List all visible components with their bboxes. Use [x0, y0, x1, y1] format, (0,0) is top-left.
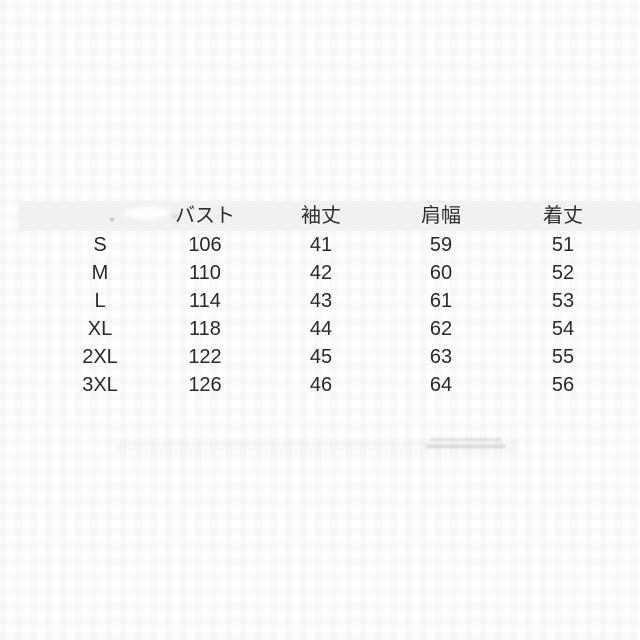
cell-size: L — [94, 290, 106, 312]
cell-sleeve: 46 — [309, 374, 333, 396]
cell-shoulder: 59 — [429, 234, 453, 256]
cell-sleeve: 44 — [309, 318, 333, 340]
cell-sleeve: 43 — [309, 290, 333, 312]
header-cell-blank — [18, 201, 180, 231]
watermark-faint-band — [115, 442, 520, 452]
table-row: M 110 42 60 52 — [18, 259, 640, 287]
size-chart-table: バスト 袖丈 肩幅 着丈 S 106 41 59 51 M 110 42 60 … — [18, 201, 640, 399]
cell-shoulder: 63 — [429, 346, 453, 368]
cell-length: 54 — [551, 318, 575, 340]
cell-shoulder: 62 — [429, 318, 453, 340]
cell-size: XL — [87, 318, 113, 340]
cell-size: 2XL — [82, 346, 118, 368]
watermark-dash — [430, 438, 502, 441]
cell-sleeve: 45 — [309, 346, 333, 368]
cell-length: 56 — [551, 374, 575, 396]
table-row: 2XL 122 45 63 55 — [18, 343, 640, 371]
cell-bust: 122 — [188, 346, 222, 368]
cell-shoulder: 64 — [429, 374, 453, 396]
cell-bust: 118 — [189, 318, 221, 340]
cell-size: 3XL — [82, 374, 118, 396]
watermark-dash — [426, 445, 506, 448]
cell-bust: 114 — [189, 290, 221, 312]
cell-shoulder: 60 — [429, 262, 453, 284]
cell-sleeve: 42 — [309, 262, 333, 284]
cell-bust: 110 — [189, 262, 221, 284]
cell-length: 52 — [551, 262, 575, 284]
cell-size: S — [93, 234, 107, 256]
table-row: S 106 41 59 51 — [18, 231, 640, 259]
table-row: L 114 43 61 53 — [18, 287, 640, 315]
cell-bust: 106 — [188, 234, 222, 256]
header-cell-sleeve: 袖丈 — [301, 205, 341, 227]
table-header-row: バスト 袖丈 肩幅 着丈 — [18, 201, 640, 231]
header-cell-length: 着丈 — [543, 205, 583, 227]
cell-length: 55 — [551, 346, 575, 368]
erased-watermark-smudge — [125, 207, 169, 219]
cell-length: 51 — [551, 234, 575, 256]
cell-sleeve: 41 — [309, 234, 333, 256]
smudge-dot — [110, 218, 114, 221]
table-row: XL 118 44 62 54 — [18, 315, 640, 343]
header-cell-bust: バスト — [175, 205, 235, 227]
header-cell-shoulder: 肩幅 — [421, 205, 461, 227]
cell-shoulder: 61 — [429, 290, 453, 312]
cell-bust: 126 — [188, 374, 222, 396]
cell-size: M — [91, 262, 109, 284]
table-row: 3XL 126 46 64 56 — [18, 371, 640, 399]
cell-length: 53 — [551, 290, 575, 312]
smudge-dot — [171, 215, 180, 218]
